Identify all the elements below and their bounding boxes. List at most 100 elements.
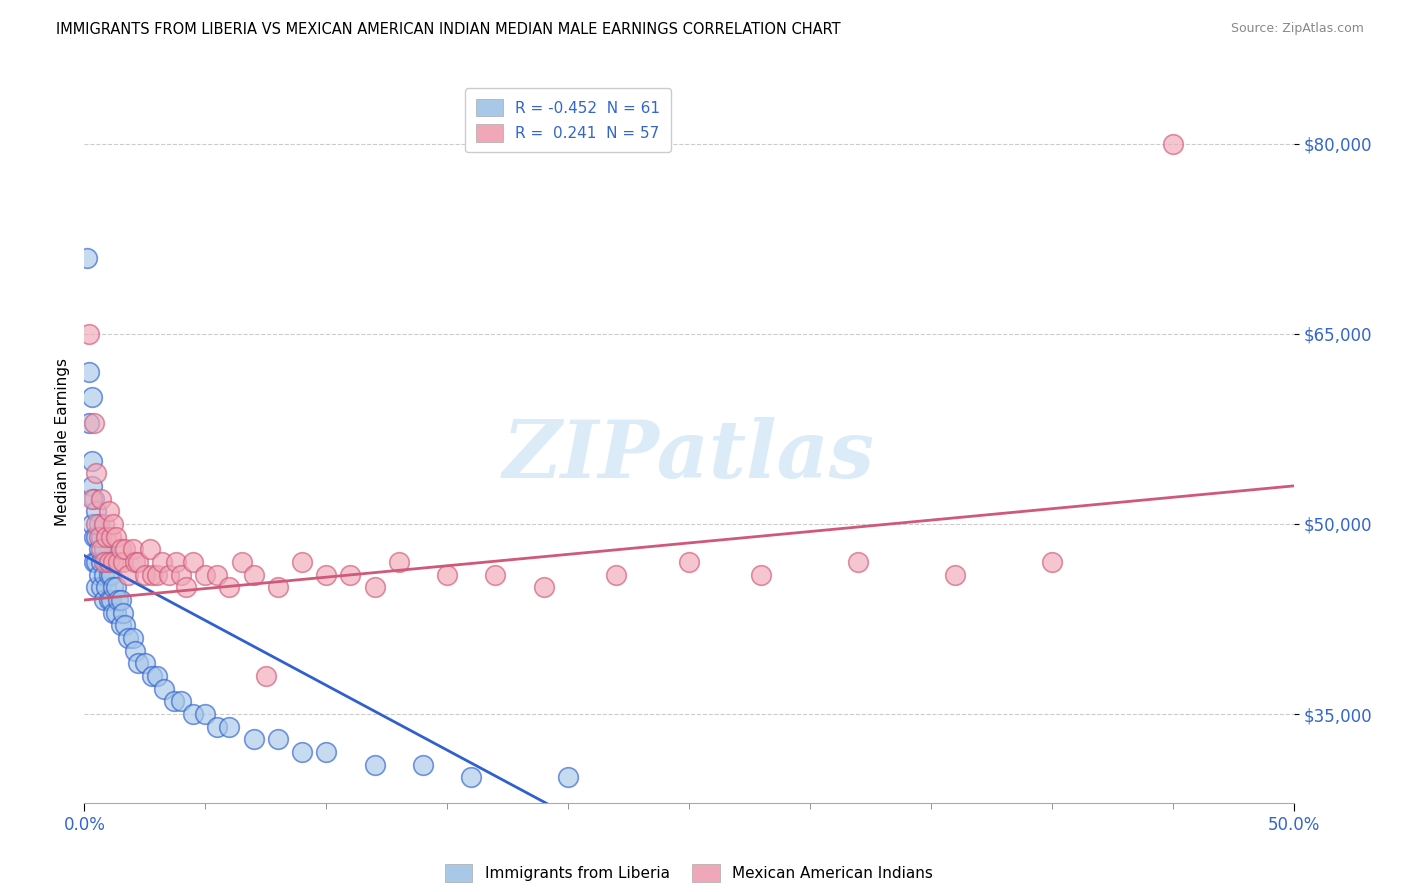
- Point: [103, 516, 125, 531]
- Point: [107, 555, 129, 569]
- Point: [76, 251, 98, 265]
- Point: [97, 555, 120, 569]
- Point: [124, 555, 146, 569]
- Point: [315, 567, 337, 582]
- Point: [86, 555, 108, 569]
- Point: [110, 618, 132, 632]
- Point: [121, 542, 143, 557]
- Point: [77, 326, 100, 341]
- Point: [86, 516, 108, 531]
- Point: [87, 567, 110, 582]
- Point: [87, 530, 110, 544]
- Point: [1161, 136, 1184, 151]
- Point: [751, 567, 773, 582]
- Point: [93, 593, 115, 607]
- Point: [124, 643, 146, 657]
- Point: [127, 657, 149, 671]
- Legend: Immigrants from Liberia, Mexican American Indians: Immigrants from Liberia, Mexican America…: [434, 854, 943, 892]
- Point: [207, 720, 229, 734]
- Point: [97, 504, 120, 518]
- Point: [153, 681, 176, 696]
- Point: [97, 555, 120, 569]
- Point: [121, 631, 143, 645]
- Point: [157, 567, 180, 582]
- Point: [127, 555, 149, 569]
- Text: ZIPatlas: ZIPatlas: [503, 417, 875, 495]
- Point: [117, 567, 139, 582]
- Point: [94, 555, 117, 569]
- Point: [114, 618, 136, 632]
- Point: [138, 542, 160, 557]
- Point: [231, 555, 253, 569]
- Point: [146, 669, 169, 683]
- Point: [141, 669, 163, 683]
- Point: [242, 732, 264, 747]
- Point: [134, 567, 156, 582]
- Point: [170, 567, 193, 582]
- Point: [114, 542, 136, 557]
- Point: [93, 555, 115, 569]
- Point: [388, 555, 411, 569]
- Point: [412, 757, 434, 772]
- Point: [94, 530, 117, 544]
- Point: [80, 390, 103, 404]
- Point: [943, 567, 966, 582]
- Point: [557, 771, 579, 785]
- Point: [605, 567, 627, 582]
- Point: [90, 580, 112, 594]
- Point: [87, 516, 110, 531]
- Point: [86, 580, 108, 594]
- Point: [678, 555, 700, 569]
- Point: [83, 555, 105, 569]
- Point: [484, 567, 506, 582]
- Point: [150, 555, 173, 569]
- Point: [339, 567, 361, 582]
- Point: [104, 530, 127, 544]
- Point: [117, 631, 139, 645]
- Point: [90, 542, 112, 557]
- Point: [87, 542, 110, 557]
- Point: [533, 580, 555, 594]
- Point: [104, 606, 127, 620]
- Point: [93, 516, 115, 531]
- Point: [77, 416, 100, 430]
- Point: [97, 567, 120, 582]
- Point: [291, 745, 314, 759]
- Point: [181, 707, 204, 722]
- Point: [100, 567, 122, 582]
- Point: [103, 580, 125, 594]
- Point: [80, 491, 103, 506]
- Point: [315, 745, 337, 759]
- Point: [94, 580, 117, 594]
- Point: [146, 567, 169, 582]
- Point: [97, 593, 120, 607]
- Point: [103, 606, 125, 620]
- Point: [194, 707, 217, 722]
- Point: [100, 530, 122, 544]
- Point: [86, 467, 108, 481]
- Point: [80, 453, 103, 467]
- Point: [291, 555, 314, 569]
- Y-axis label: Median Male Earnings: Median Male Earnings: [55, 358, 70, 525]
- Point: [80, 516, 103, 531]
- Point: [86, 504, 108, 518]
- Point: [83, 491, 105, 506]
- Point: [181, 555, 204, 569]
- Point: [141, 567, 163, 582]
- Point: [110, 593, 132, 607]
- Point: [104, 580, 127, 594]
- Point: [846, 555, 869, 569]
- Point: [165, 555, 187, 569]
- Point: [77, 365, 100, 379]
- Point: [93, 567, 115, 582]
- Point: [174, 580, 197, 594]
- Point: [107, 593, 129, 607]
- Point: [110, 542, 132, 557]
- Point: [100, 593, 122, 607]
- Point: [83, 416, 105, 430]
- Point: [267, 732, 290, 747]
- Point: [112, 555, 135, 569]
- Point: [80, 479, 103, 493]
- Point: [86, 530, 108, 544]
- Text: Source: ZipAtlas.com: Source: ZipAtlas.com: [1230, 22, 1364, 36]
